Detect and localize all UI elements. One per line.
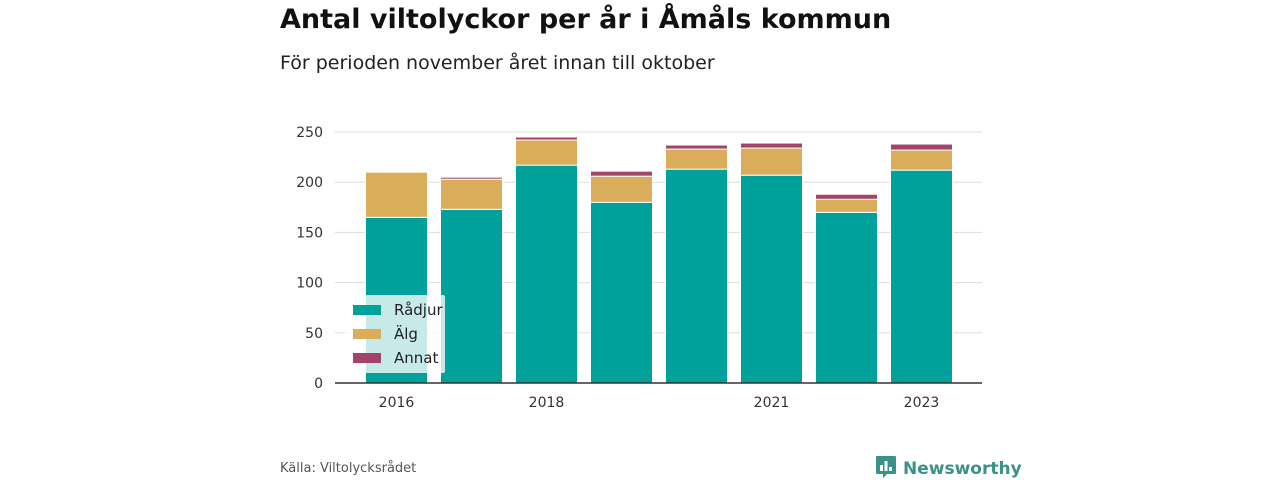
y-tick-label: 200 <box>296 175 323 191</box>
source-note: Källa: Viltolycksrådet <box>280 461 417 476</box>
legend-item-annat: Annat <box>353 349 438 367</box>
bar-alg <box>590 175 653 203</box>
y-tick-label: 250 <box>296 125 323 141</box>
chart-legend: Rådjur Älg Annat <box>345 295 445 373</box>
bar-radjur <box>590 201 653 384</box>
bar-annat <box>815 193 878 200</box>
bar-alg <box>740 147 803 176</box>
x-tick-label: 2021 <box>754 395 790 411</box>
bar-radjur <box>665 168 728 384</box>
bar-alg <box>665 148 728 170</box>
bar-annat <box>590 170 653 177</box>
legend-label-radjur: Rådjur <box>394 301 443 319</box>
bar-annat <box>890 143 953 151</box>
bar-alg <box>440 178 503 210</box>
bar-radjur <box>740 174 803 384</box>
chart-subtitle: För perioden november året innan till ok… <box>280 52 715 74</box>
x-tick-label: 2018 <box>529 395 565 411</box>
bar-annat <box>665 144 728 150</box>
x-tick-label: 2016 <box>379 395 415 411</box>
bar-alg <box>890 149 953 171</box>
bar-annat <box>440 176 503 180</box>
legend-label-annat: Annat <box>394 349 439 367</box>
bar-chart-icon <box>875 455 897 483</box>
bar-annat <box>515 136 578 141</box>
bar-annat <box>740 142 803 149</box>
legend-swatch-radjur <box>353 305 381 315</box>
bar-alg <box>515 139 578 166</box>
bar-radjur <box>440 208 503 384</box>
legend-item-alg: Älg <box>353 325 418 343</box>
legend-item-radjur: Rådjur <box>353 301 443 319</box>
brand-name: Newsworthy <box>903 459 1022 479</box>
bar-radjur <box>815 211 878 384</box>
legend-swatch-alg <box>353 329 381 339</box>
y-tick-label: 0 <box>314 376 323 392</box>
legend-swatch-annat <box>353 353 381 363</box>
y-tick-label: 150 <box>296 225 323 241</box>
chart-title: Antal viltolyckor per år i Åmåls kommun <box>280 4 892 35</box>
bar-radjur <box>515 164 578 384</box>
bar-alg <box>815 198 878 213</box>
legend-label-alg: Älg <box>394 325 418 343</box>
y-tick-label: 50 <box>305 326 323 342</box>
bar-radjur <box>890 169 953 384</box>
brand-logo[interactable]: Newsworthy <box>875 455 1022 483</box>
bar-alg <box>365 171 428 218</box>
y-tick-label: 100 <box>296 276 323 292</box>
x-tick-label: 2023 <box>904 395 940 411</box>
